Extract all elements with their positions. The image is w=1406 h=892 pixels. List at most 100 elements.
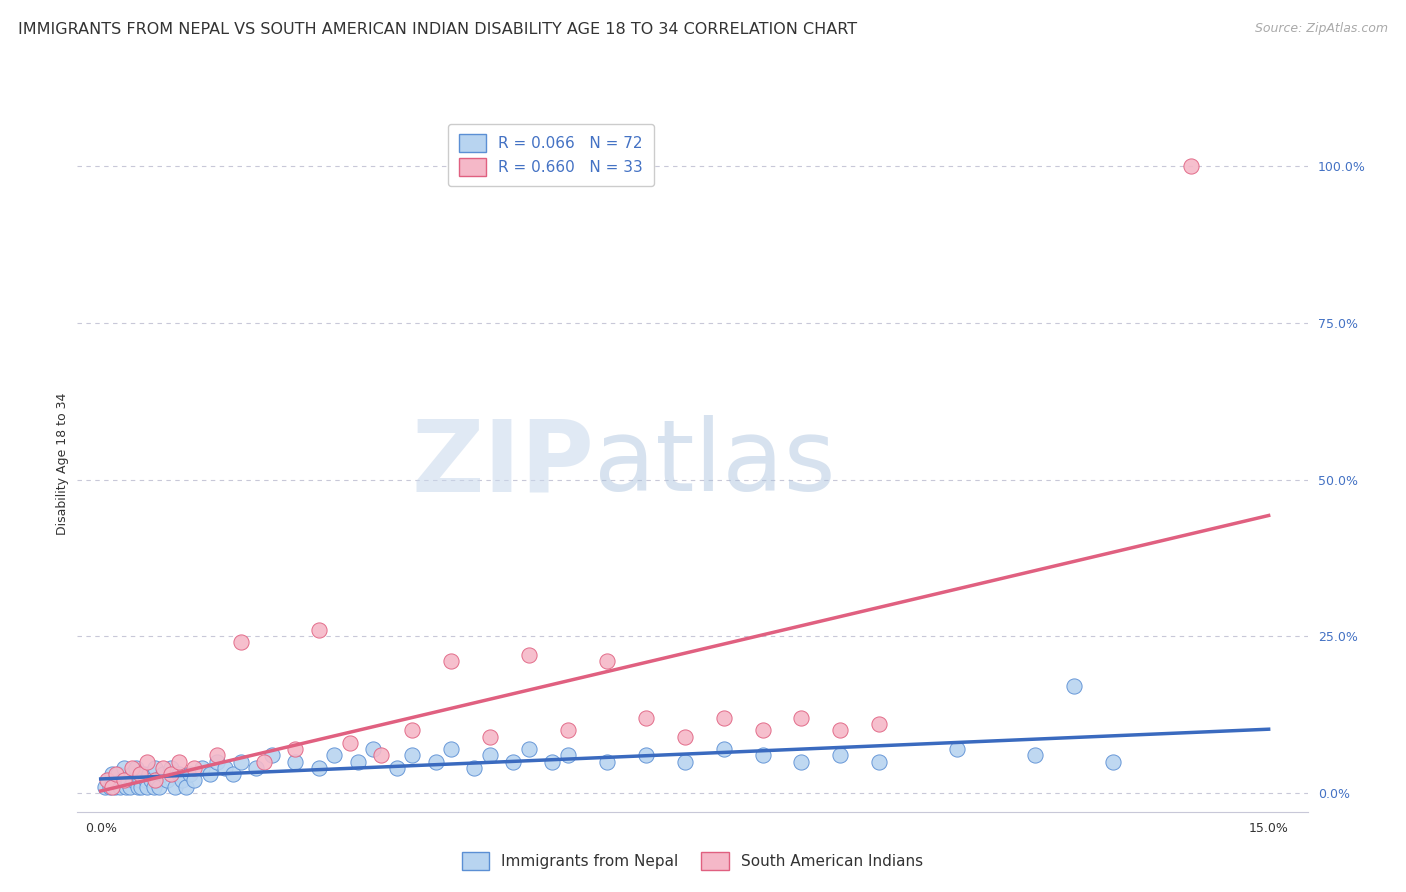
Point — [136, 755, 159, 769]
Point — [156, 773, 179, 788]
Point — [121, 761, 143, 775]
Point — [167, 767, 190, 781]
Point — [596, 654, 619, 668]
Point — [142, 780, 165, 794]
Point — [517, 742, 540, 756]
Point — [1024, 748, 1046, 763]
Point — [479, 748, 502, 763]
Point — [132, 767, 155, 781]
Point — [121, 767, 143, 781]
Text: atlas: atlas — [595, 416, 835, 512]
Point — [128, 767, 150, 781]
Point — [159, 767, 181, 781]
Point — [214, 761, 236, 775]
Point — [229, 635, 252, 649]
Point — [1180, 159, 1202, 173]
Point — [183, 761, 205, 775]
Point — [284, 742, 307, 756]
Point — [401, 723, 423, 738]
Point — [191, 761, 214, 775]
Point — [108, 780, 131, 794]
Point — [105, 767, 128, 781]
Point — [830, 748, 852, 763]
Point — [946, 742, 969, 756]
Point — [104, 780, 127, 794]
Point — [101, 780, 124, 794]
Point — [425, 755, 447, 769]
Point — [253, 755, 276, 769]
Point — [159, 761, 181, 775]
Point — [114, 780, 136, 794]
Point — [260, 748, 283, 763]
Point — [93, 780, 115, 794]
Point — [229, 755, 252, 769]
Point — [111, 773, 134, 788]
Point — [713, 711, 735, 725]
Point — [1063, 679, 1085, 693]
Point — [207, 748, 229, 763]
Point — [101, 767, 124, 781]
Point — [557, 723, 579, 738]
Point — [163, 780, 186, 794]
Point — [596, 755, 619, 769]
Point — [502, 755, 524, 769]
Point — [1102, 755, 1125, 769]
Point — [135, 773, 157, 788]
Point — [105, 773, 128, 788]
Point — [172, 773, 194, 788]
Point — [370, 748, 392, 763]
Point — [120, 780, 142, 794]
Point — [440, 654, 463, 668]
Point — [634, 748, 657, 763]
Point — [440, 742, 463, 756]
Point — [125, 761, 148, 775]
Point — [673, 730, 696, 744]
Point — [634, 711, 657, 725]
Point — [557, 748, 579, 763]
Point — [222, 767, 245, 781]
Point — [361, 742, 384, 756]
Point — [179, 767, 201, 781]
Text: Source: ZipAtlas.com: Source: ZipAtlas.com — [1254, 22, 1388, 36]
Point — [385, 761, 408, 775]
Point — [112, 761, 135, 775]
Point — [107, 767, 129, 781]
Point — [145, 773, 167, 788]
Point — [868, 717, 890, 731]
Point — [479, 730, 502, 744]
Point — [96, 773, 118, 788]
Point — [245, 761, 267, 775]
Point — [176, 780, 198, 794]
Point — [152, 767, 174, 781]
Point — [127, 780, 149, 794]
Point — [167, 755, 190, 769]
Point — [136, 780, 159, 794]
Point — [751, 748, 773, 763]
Point — [143, 761, 166, 775]
Point — [830, 723, 852, 738]
Point — [751, 723, 773, 738]
Point — [541, 755, 564, 769]
Text: ZIP: ZIP — [411, 416, 595, 512]
Point — [673, 755, 696, 769]
Point — [346, 755, 368, 769]
Legend: Immigrants from Nepal, South American Indians: Immigrants from Nepal, South American In… — [451, 841, 934, 880]
Point — [323, 748, 346, 763]
Point — [308, 761, 330, 775]
Point — [401, 748, 423, 763]
Point — [790, 755, 813, 769]
Point — [463, 761, 485, 775]
Point — [97, 773, 120, 788]
Y-axis label: Disability Age 18 to 34: Disability Age 18 to 34 — [56, 392, 69, 535]
Point — [148, 780, 170, 794]
Point — [284, 755, 307, 769]
Point — [122, 773, 145, 788]
Point — [98, 780, 121, 794]
Point — [790, 711, 813, 725]
Point — [198, 767, 221, 781]
Point — [183, 773, 205, 788]
Point — [339, 736, 361, 750]
Point — [141, 773, 163, 788]
Point — [117, 773, 139, 788]
Point — [713, 742, 735, 756]
